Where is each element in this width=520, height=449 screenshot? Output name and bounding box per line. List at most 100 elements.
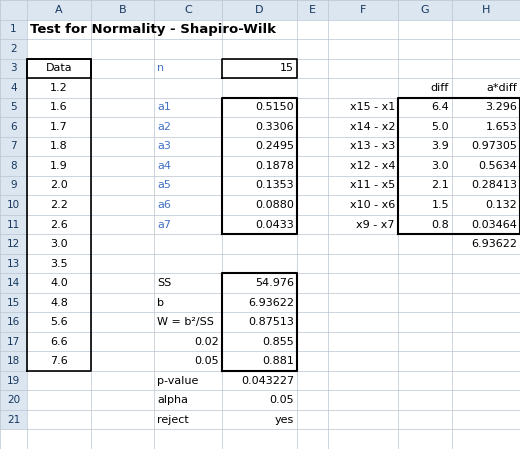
Text: 9: 9 [10, 180, 17, 190]
Bar [0, 78, 27, 97]
Text: 8: 8 [10, 161, 17, 171]
Text: E: E [309, 5, 316, 15]
Text: 18: 18 [7, 356, 20, 366]
Text: 19: 19 [7, 376, 20, 386]
Text: x9 - x7: x9 - x7 [357, 220, 395, 229]
Text: 0.05: 0.05 [269, 395, 294, 405]
Text: a4: a4 [157, 161, 171, 171]
Text: 1.9: 1.9 [50, 161, 68, 171]
Text: 0.881: 0.881 [262, 356, 294, 366]
Text: a7: a7 [157, 220, 171, 229]
Text: a2: a2 [157, 122, 171, 132]
Text: 0.043227: 0.043227 [241, 376, 294, 386]
Text: 3: 3 [10, 63, 17, 73]
Text: x15 - x1: x15 - x1 [350, 102, 395, 112]
Text: x10 - x6: x10 - x6 [350, 200, 395, 210]
Text: 0.2495: 0.2495 [255, 141, 294, 151]
Text: 3.0: 3.0 [432, 161, 449, 171]
Text: 0.05: 0.05 [194, 356, 219, 366]
Text: 1.2: 1.2 [50, 83, 68, 93]
Text: B: B [119, 5, 126, 15]
Bar [0, 352, 27, 371]
Bar [0, 97, 27, 117]
Text: 17: 17 [7, 337, 20, 347]
Text: 12: 12 [7, 239, 20, 249]
Text: alpha: alpha [157, 395, 188, 405]
Text: 3.0: 3.0 [50, 239, 68, 249]
Text: 0.03464: 0.03464 [471, 220, 517, 229]
Bar [0, 410, 27, 430]
Text: x11 - x5: x11 - x5 [350, 180, 395, 190]
Bar [0, 58, 27, 78]
Bar [0, 195, 27, 215]
Text: reject: reject [157, 415, 189, 425]
Text: 4: 4 [10, 83, 17, 93]
Text: a3: a3 [157, 141, 171, 151]
Text: 2.0: 2.0 [50, 180, 68, 190]
Bar [0, 39, 27, 58]
Text: 2.6: 2.6 [50, 220, 68, 229]
Text: 14: 14 [7, 278, 20, 288]
Text: 4.8: 4.8 [50, 298, 68, 308]
Text: G: G [421, 5, 430, 15]
Text: x13 - x3: x13 - x3 [350, 141, 395, 151]
Text: 3.5: 3.5 [50, 259, 68, 269]
Text: 5.6: 5.6 [50, 317, 68, 327]
Text: 2.2: 2.2 [50, 200, 68, 210]
Text: Test for Normality - Shapiro-Wilk: Test for Normality - Shapiro-Wilk [30, 23, 276, 36]
Text: 54.976: 54.976 [255, 278, 294, 288]
Bar [0, 176, 27, 195]
Bar [0, 293, 27, 313]
Text: diff: diff [431, 83, 449, 93]
Text: 6.6: 6.6 [50, 337, 68, 347]
Bar [0, 156, 27, 176]
Text: a5: a5 [157, 180, 171, 190]
Text: 0.3306: 0.3306 [255, 122, 294, 132]
Bar [0, 332, 27, 352]
Bar [0, 19, 27, 39]
Text: 6.4: 6.4 [431, 102, 449, 112]
Text: 2: 2 [10, 44, 17, 54]
Text: 0.97305: 0.97305 [471, 141, 517, 151]
Text: 6: 6 [10, 122, 17, 132]
Text: 1: 1 [10, 24, 17, 34]
Text: 13: 13 [7, 259, 20, 269]
Text: 7: 7 [10, 141, 17, 151]
Text: SS: SS [157, 278, 171, 288]
Text: 7.6: 7.6 [50, 356, 68, 366]
Bar [0, 254, 27, 273]
Bar [0, 136, 27, 156]
Text: 1.5: 1.5 [432, 200, 449, 210]
Text: a6: a6 [157, 200, 171, 210]
Text: yes: yes [275, 415, 294, 425]
Text: p-value: p-value [157, 376, 198, 386]
Bar [0, 117, 27, 136]
Text: W = b²/SS: W = b²/SS [157, 317, 214, 327]
Text: 0.0433: 0.0433 [255, 220, 294, 229]
Text: 15: 15 [280, 63, 294, 73]
Text: 3.9: 3.9 [431, 141, 449, 151]
Text: 5.0: 5.0 [432, 122, 449, 132]
Text: x12 - x4: x12 - x4 [349, 161, 395, 171]
Text: 0.5634: 0.5634 [478, 161, 517, 171]
Text: 1.653: 1.653 [485, 122, 517, 132]
Text: 0.5150: 0.5150 [255, 102, 294, 112]
Bar [0, 371, 27, 391]
Text: 0.855: 0.855 [262, 337, 294, 347]
Text: 0.132: 0.132 [485, 200, 517, 210]
Text: 11: 11 [7, 220, 20, 229]
Text: 5: 5 [10, 102, 17, 112]
Bar [0, 234, 27, 254]
Text: 16: 16 [7, 317, 20, 327]
Text: 1.7: 1.7 [50, 122, 68, 132]
Text: 10: 10 [7, 200, 20, 210]
Text: 0.87513: 0.87513 [248, 317, 294, 327]
Text: 0.0880: 0.0880 [255, 200, 294, 210]
Text: 20: 20 [7, 395, 20, 405]
Text: 1.6: 1.6 [50, 102, 68, 112]
Text: 0.1878: 0.1878 [255, 161, 294, 171]
Text: 6.93622: 6.93622 [471, 239, 517, 249]
Bar [0, 215, 27, 234]
Text: 0.02: 0.02 [194, 337, 219, 347]
Text: C: C [184, 5, 192, 15]
